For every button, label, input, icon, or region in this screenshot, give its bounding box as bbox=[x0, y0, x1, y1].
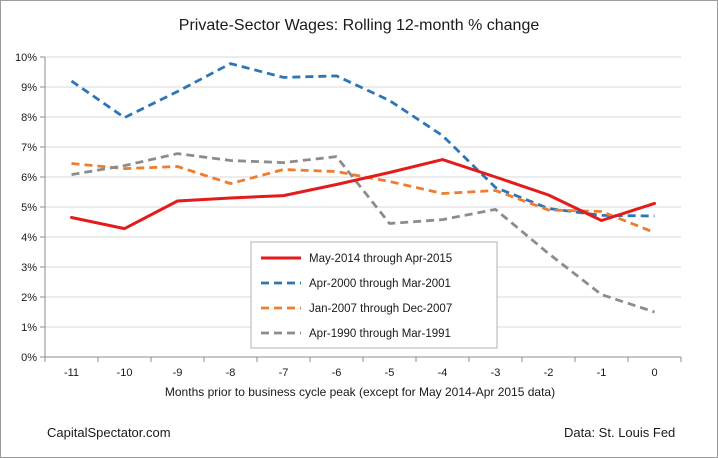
series-line-1 bbox=[70, 158, 656, 231]
x-tick-label: -2 bbox=[544, 367, 554, 379]
x-tick-label: -1 bbox=[597, 367, 607, 379]
y-tick-label: 4% bbox=[21, 232, 37, 244]
x-tick-label: -7 bbox=[279, 367, 289, 379]
y-axis-ticks: 0% 1% 2% 3% 4% 5% 6% 7% 8% 9% 10% bbox=[15, 52, 45, 364]
legend-label: Apr-1990 through Mar-1991 bbox=[309, 328, 451, 340]
y-tick-label: 0% bbox=[21, 352, 37, 364]
y-tick-label: 2% bbox=[21, 292, 37, 304]
y-tick-label: 8% bbox=[21, 112, 37, 124]
y-tick-label: 7% bbox=[21, 142, 37, 154]
x-tick-label: -6 bbox=[332, 367, 342, 379]
legend-label: Jan-2007 through Dec-2007 bbox=[309, 303, 452, 315]
legend: May-2014 through Apr-2015 Apr-2000 throug… bbox=[250, 241, 498, 349]
x-axis-label: Months prior to business cycle peak (exc… bbox=[165, 385, 555, 399]
legend-box bbox=[250, 241, 498, 349]
chart-title: Private-Sector Wages: Rolling 12-month %… bbox=[179, 17, 540, 34]
x-tick-label: 0 bbox=[651, 367, 657, 379]
legend-label: Apr-2000 through Mar-2001 bbox=[309, 278, 451, 290]
x-tick-label: -10 bbox=[117, 367, 133, 379]
series-line-4 bbox=[71, 152, 655, 314]
x-tick-label: -5 bbox=[385, 367, 395, 379]
y-tick-label: 1% bbox=[21, 322, 37, 334]
series-lines bbox=[70, 62, 656, 314]
y-tick-label: 9% bbox=[21, 82, 37, 94]
source-site-note: CapitalSpectator.com bbox=[47, 425, 171, 440]
data-source-note: Data: St. Louis Fed bbox=[564, 425, 675, 440]
x-tick-label: -8 bbox=[226, 367, 236, 379]
x-tick-label: -11 bbox=[64, 367, 79, 379]
y-tick-label: 5% bbox=[21, 202, 37, 214]
series-line-3 bbox=[71, 162, 656, 234]
legend-label: May-2014 through Apr-2015 bbox=[309, 253, 452, 265]
x-axis-ticks: -11 -10 -9 -8 -7 -6 -5 -4 -3 -2 -1 0 bbox=[44, 357, 682, 379]
x-tick-label: -3 bbox=[491, 367, 501, 379]
y-tick-label: 6% bbox=[21, 172, 37, 184]
x-tick-label: -4 bbox=[438, 367, 448, 379]
y-tick-label: 10% bbox=[15, 52, 37, 64]
x-tick-label: -9 bbox=[173, 367, 183, 379]
series-line-2 bbox=[70, 62, 655, 218]
y-tick-label: 3% bbox=[21, 262, 37, 274]
